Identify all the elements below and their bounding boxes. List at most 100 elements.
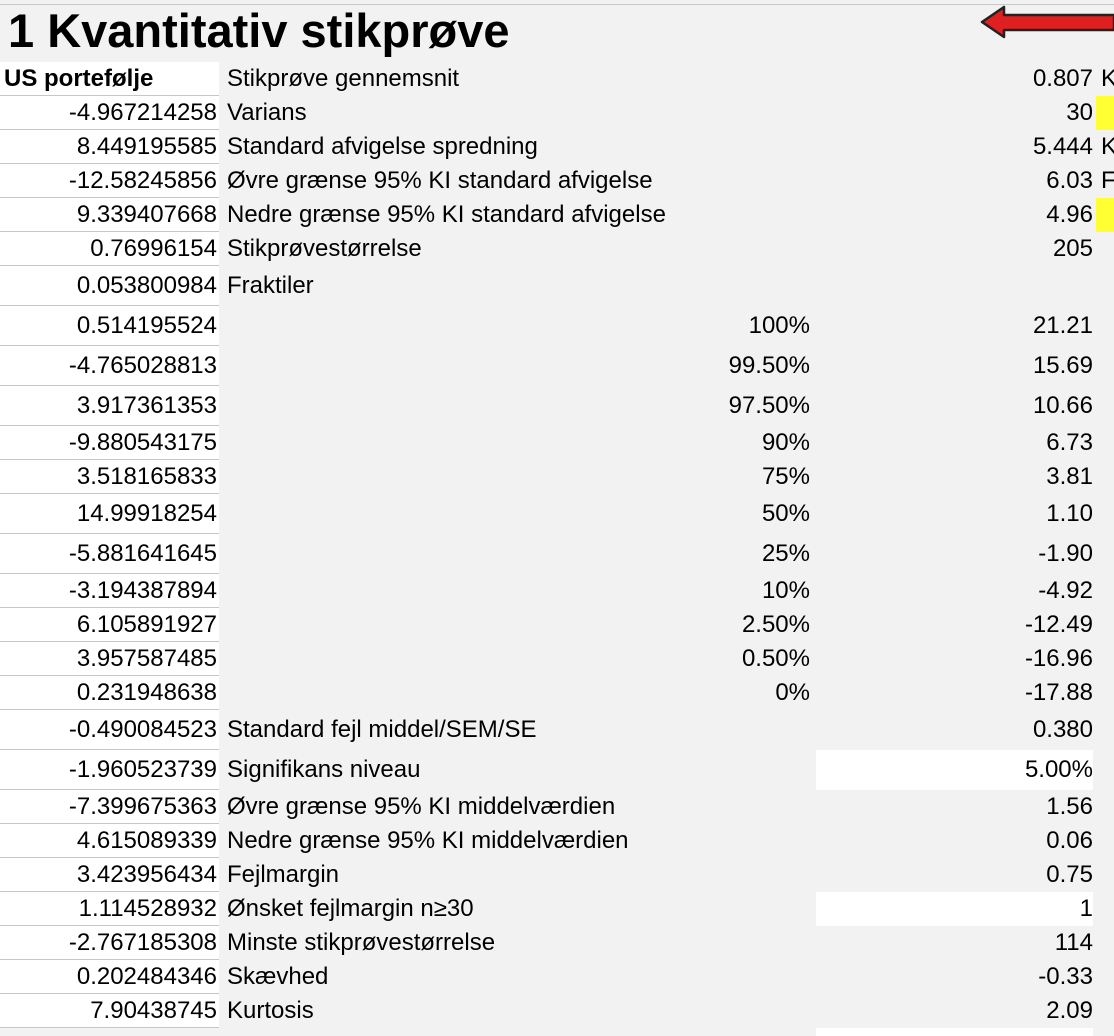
row-label: Varians bbox=[227, 99, 307, 126]
row-value[interactable]: 5.444 bbox=[1032, 133, 1093, 160]
data-value-cell[interactable]: 3.917361353 bbox=[0, 386, 219, 426]
table-row: 0.231948638 0% -17.88 bbox=[0, 676, 1114, 710]
quantile-percent bbox=[560, 790, 810, 824]
data-value-cell[interactable]: 7.90438745 bbox=[0, 994, 219, 1028]
table-row: -7.399675363 Øvre grænse 95% KI middelvær… bbox=[0, 790, 1114, 824]
data-value-cell[interactable]: 0.202484346 bbox=[0, 960, 219, 994]
data-value-cell[interactable]: -12.58245856 bbox=[0, 164, 219, 198]
quantile-percent bbox=[560, 96, 810, 130]
quantile-percent: 25% bbox=[761, 540, 810, 567]
table-row: 0.76996154 Stikprøvestørrelse 205 bbox=[0, 232, 1114, 266]
row-value[interactable]: 6.03 bbox=[1046, 167, 1093, 194]
table-row: 14.99918254 50% 1.10 bbox=[0, 494, 1114, 534]
table-row: 3.518165833 75% 3.81 bbox=[0, 460, 1114, 494]
row-value[interactable]: 205 bbox=[1052, 235, 1093, 262]
data-value-cell[interactable]: 0.231948638 bbox=[0, 676, 219, 710]
sheet-title: 1 Kvantitativ stikprøve bbox=[8, 4, 510, 57]
row-value[interactable]: -0.33 bbox=[1038, 963, 1093, 990]
quantile-percent bbox=[560, 750, 810, 790]
data-value-cell[interactable]: 4.615089339 bbox=[0, 824, 219, 858]
row-value[interactable]: 0.807 bbox=[1032, 65, 1093, 92]
quantile-percent: 0% bbox=[775, 679, 810, 706]
row-value[interactable]: -16.96 bbox=[1024, 645, 1093, 672]
data-value-cell[interactable]: -0.490084523 bbox=[0, 710, 219, 750]
quantile-percent bbox=[560, 994, 810, 1028]
row-edge-text bbox=[1101, 460, 1114, 494]
row-value[interactable]: 15.69 bbox=[1032, 352, 1093, 379]
data-value-cell[interactable]: 3.957587485 bbox=[0, 642, 219, 676]
row-value[interactable]: 3.81 bbox=[1046, 463, 1093, 490]
table-row: -9.880543175 90% 6.73 bbox=[0, 426, 1114, 460]
data-value-cell[interactable]: 0.053800984 bbox=[0, 266, 219, 306]
quantile-percent: 0.50% bbox=[741, 645, 810, 672]
column-header-us-portefolje[interactable]: US portefølje bbox=[0, 62, 219, 96]
row-edge-text bbox=[1101, 750, 1114, 790]
data-value-cell[interactable]: 3.518165833 bbox=[0, 460, 219, 494]
row-label: Fraktiler bbox=[227, 272, 314, 299]
row-edge-text bbox=[1101, 960, 1114, 994]
data-value-cell[interactable]: 0.514195524 bbox=[0, 306, 219, 346]
row-edge-text bbox=[1101, 574, 1114, 608]
data-value-cell[interactable]: 14.99918254 bbox=[0, 494, 219, 534]
data-value-cell[interactable]: 9.339407668 bbox=[0, 198, 219, 232]
row-value[interactable]: 2.09 bbox=[1046, 997, 1093, 1024]
table-row: 0.514195524 100% 21.21 bbox=[0, 306, 1114, 346]
table-row: 3.917361353 97.50% 10.66 bbox=[0, 386, 1114, 426]
data-value-cell[interactable]: 3.423956434 bbox=[0, 858, 219, 892]
row-label: Standard afvigelse spredning bbox=[227, 133, 538, 160]
data-value-cell[interactable]: -3.194387894 bbox=[0, 574, 219, 608]
data-value-cell[interactable]: -9.880543175 bbox=[0, 426, 219, 460]
row-value[interactable]: 0.380 bbox=[1032, 716, 1093, 743]
quantile-percent bbox=[560, 858, 810, 892]
top-border bbox=[0, 0, 1114, 5]
quantile-percent: 100% bbox=[748, 312, 810, 339]
row-value[interactable]: 6.73 bbox=[1046, 429, 1093, 456]
table-row: 7.90438745 Kurtosis 2.09 bbox=[0, 994, 1114, 1028]
row-value[interactable]: 21.21 bbox=[1032, 312, 1093, 339]
row-edge-text bbox=[1101, 306, 1114, 346]
row-value[interactable]: -17.88 bbox=[1024, 679, 1093, 706]
data-value-cell[interactable]: -7.399675363 bbox=[0, 790, 219, 824]
row-value[interactable]: 30 bbox=[1066, 99, 1093, 126]
row-value[interactable]: 4.96 bbox=[1046, 201, 1093, 228]
row-value[interactable]: 1.10 bbox=[1046, 500, 1093, 527]
highlight-cell bbox=[1096, 198, 1114, 232]
row-value[interactable]: -1.90 bbox=[1038, 540, 1093, 567]
row-edge-text bbox=[1101, 608, 1114, 642]
row-edge-text: K bbox=[1101, 65, 1114, 92]
data-value-cell[interactable]: -4.967214258 bbox=[0, 96, 219, 130]
row-edge-text bbox=[1101, 386, 1114, 426]
row-value[interactable]: 5.00% bbox=[816, 750, 1093, 790]
row-label: Skævhed bbox=[227, 963, 329, 990]
row-value[interactable]: 114 bbox=[1054, 929, 1093, 956]
row-edge-text bbox=[1101, 642, 1114, 676]
row-edge-text bbox=[1101, 494, 1114, 534]
row-edge-text bbox=[1101, 676, 1114, 710]
row-value[interactable]: 0.06 bbox=[1046, 827, 1093, 854]
cell-white bbox=[816, 1028, 1093, 1036]
table-row: -4.765028813 99.50% 15.69 bbox=[0, 346, 1114, 386]
quantile-percent: 10% bbox=[761, 577, 810, 604]
row-edge-text bbox=[1101, 426, 1114, 460]
row-edge-text bbox=[1101, 994, 1114, 1028]
data-value-cell[interactable]: 0.76996154 bbox=[0, 232, 219, 266]
row-value[interactable]: -4.92 bbox=[1038, 577, 1093, 604]
row-value[interactable]: -12.49 bbox=[1024, 611, 1093, 638]
table-row: 1.114528932 Ønsket fejlmargin n≥30 1 bbox=[0, 892, 1114, 926]
data-value-cell[interactable]: 8.449195585 bbox=[0, 130, 219, 164]
row-value[interactable]: 1.56 bbox=[1046, 793, 1093, 820]
data-value-cell[interactable]: -4.765028813 bbox=[0, 346, 219, 386]
data-value-cell[interactable]: 1.114528932 bbox=[0, 892, 219, 926]
row-value[interactable] bbox=[816, 266, 1093, 306]
row-value[interactable]: 1 bbox=[816, 892, 1093, 926]
row-value[interactable]: 0.75 bbox=[1046, 861, 1093, 888]
data-value-cell[interactable]: -1.960523739 bbox=[0, 750, 219, 790]
row-edge-text bbox=[1101, 534, 1114, 574]
quantile-percent bbox=[560, 164, 810, 198]
data-value-cell[interactable]: -2.767185308 bbox=[0, 926, 219, 960]
quantile-percent bbox=[560, 960, 810, 994]
data-value-cell[interactable]: 6.105891927 bbox=[0, 608, 219, 642]
quantile-percent bbox=[560, 824, 810, 858]
data-value-cell[interactable]: -5.881641645 bbox=[0, 534, 219, 574]
row-value[interactable]: 10.66 bbox=[1032, 392, 1093, 419]
